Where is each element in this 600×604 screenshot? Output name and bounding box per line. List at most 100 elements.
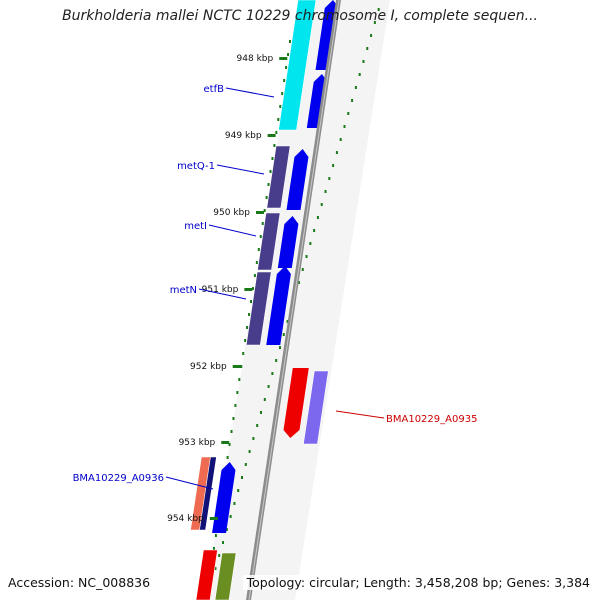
tick-dot xyxy=(373,21,376,24)
purple-feature xyxy=(245,271,272,346)
tick-dot xyxy=(347,112,350,115)
gene-label: metN xyxy=(170,285,197,296)
tick-dot-inner xyxy=(238,378,241,381)
tick-dot xyxy=(301,268,304,271)
tick-dot xyxy=(370,34,373,37)
kbp-tick-label: 949 kbp xyxy=(225,131,262,141)
tick-dot xyxy=(309,242,312,245)
kbp-tick-label: 954 kbp xyxy=(167,514,204,524)
tick-dot xyxy=(313,229,316,232)
kbp-tick-mark xyxy=(279,57,288,60)
tick-dot-inner xyxy=(287,53,290,56)
cyan-feature xyxy=(278,0,317,131)
tick-dot xyxy=(297,281,300,284)
tick-dot xyxy=(358,73,361,76)
tick-dot xyxy=(237,489,240,492)
tick-dot xyxy=(282,333,285,336)
tick-dot-inner xyxy=(248,313,251,316)
tick-dot xyxy=(316,216,319,219)
kbp-tick-label: 950 kbp xyxy=(213,208,250,218)
tick-dot xyxy=(335,151,338,154)
tick-dot-inner xyxy=(267,183,270,186)
tick-dot xyxy=(286,320,289,323)
tick-dot xyxy=(275,359,278,362)
tick-dot-inner xyxy=(246,326,249,329)
tick-dot-inner xyxy=(279,105,282,108)
dark-feature xyxy=(199,456,217,531)
tick-dot-inner xyxy=(261,222,264,225)
kbp-tick-mark xyxy=(209,517,218,520)
cds-arrow xyxy=(286,149,309,210)
cds-arrow xyxy=(277,216,299,268)
tick-dot-inner xyxy=(259,235,262,238)
tick-dot xyxy=(377,8,380,11)
gene-label-leader xyxy=(208,224,257,237)
tick-dot xyxy=(332,164,335,167)
kbp-tick-mark xyxy=(244,288,253,291)
tick-dot-inner xyxy=(283,79,286,82)
tick-dot xyxy=(343,125,346,128)
cds-arrow xyxy=(315,0,339,70)
tick-dot-inner xyxy=(289,40,291,43)
gene-label-leader xyxy=(225,87,275,98)
tick-dot-inner xyxy=(236,391,239,394)
kbp-tick-label: 948 kbp xyxy=(237,54,274,64)
tick-dot xyxy=(324,190,327,193)
tick-dot-inner xyxy=(277,118,280,121)
tick-dot-inner xyxy=(263,209,266,212)
tick-dot-inner xyxy=(257,248,260,251)
tick-dot xyxy=(351,99,354,102)
gene-label-leader xyxy=(216,164,265,175)
tick-dot xyxy=(320,203,323,206)
tick-dot xyxy=(354,86,357,89)
tick-dot xyxy=(214,567,217,570)
gene-label: metQ-1 xyxy=(177,161,215,172)
tick-dot-inner xyxy=(255,261,258,264)
tick-dot xyxy=(244,463,247,466)
tick-dot-inner xyxy=(226,456,229,459)
tick-dot xyxy=(305,255,308,258)
tick-dot-inner xyxy=(285,66,288,69)
tick-dot-inner xyxy=(269,170,272,173)
tick-dot xyxy=(225,528,228,531)
tick-dot xyxy=(256,424,259,427)
tick-dot xyxy=(229,515,232,518)
tick-dot-inner xyxy=(244,339,247,342)
tick-dot-inner xyxy=(281,92,284,95)
tick-dot-inner xyxy=(232,417,235,420)
kbp-tick-mark xyxy=(267,134,276,137)
tick-dot-inner xyxy=(273,144,276,147)
kbp-tick-mark xyxy=(232,365,241,368)
tick-dot xyxy=(271,372,274,375)
gene-label-leader xyxy=(335,410,385,419)
tick-dot xyxy=(233,502,236,505)
tick-dot xyxy=(259,411,262,414)
tick-dot xyxy=(218,554,221,557)
topology-label: Topology: circular; Length: 3,458,208 bp… xyxy=(242,575,590,590)
kbp-tick-mark xyxy=(255,211,264,214)
gene-label: etfB xyxy=(204,84,225,95)
tick-dot-inner xyxy=(275,131,278,134)
gene-label-leader xyxy=(198,288,247,300)
tick-dot xyxy=(339,138,342,141)
tick-dot-inner xyxy=(251,287,254,290)
gene-label: metI xyxy=(184,221,207,232)
kbp-tick-label: 951 kbp xyxy=(202,285,239,295)
gene-label: BMA10229_A0935 xyxy=(386,414,477,425)
tick-dot-inner xyxy=(242,352,245,355)
map-title: Burkholderia mallei NCTC 10229 chromosom… xyxy=(62,8,538,24)
tick-dot xyxy=(328,177,331,180)
tick-dot-inner xyxy=(240,365,243,368)
tick-dot xyxy=(248,450,251,453)
tick-dot-inner xyxy=(228,443,231,446)
tick-dot-inner xyxy=(271,157,274,160)
gene-label-leader xyxy=(165,476,214,490)
tick-dot-inner xyxy=(212,547,215,550)
gene-label: BMA10229_A0936 xyxy=(73,473,164,484)
tick-dot-inner xyxy=(250,300,252,303)
kbp-tick-mark xyxy=(221,441,230,444)
tick-dot xyxy=(263,398,266,401)
tick-dot-inner xyxy=(214,534,217,537)
